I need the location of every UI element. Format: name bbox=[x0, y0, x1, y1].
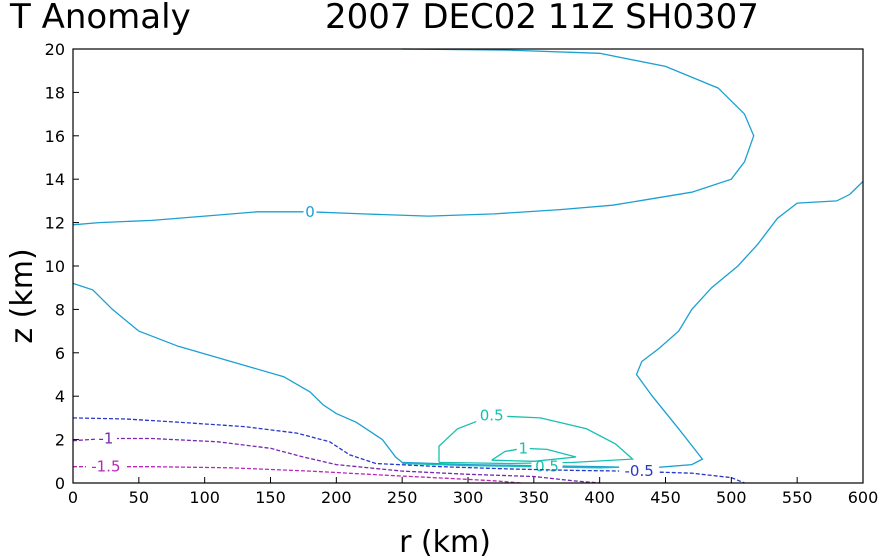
y-tick-label: 20 bbox=[45, 40, 65, 59]
contour-label-bg bbox=[94, 430, 117, 447]
contour-label-bg bbox=[85, 458, 126, 475]
contour-label: -1.5 bbox=[91, 458, 120, 476]
x-tick-label: 0 bbox=[68, 488, 78, 507]
chart-title-right: 2007 DEC02 11Z SH0307 bbox=[325, 0, 759, 37]
contour-label: -0.5 bbox=[625, 462, 654, 480]
y-tick-label: 14 bbox=[45, 170, 65, 189]
y-axis-label: z (km) bbox=[5, 248, 40, 343]
x-tick-label: 450 bbox=[650, 488, 681, 507]
y-tick-label: 10 bbox=[45, 257, 65, 276]
x-tick-label: 150 bbox=[255, 488, 286, 507]
contour-label: 1 bbox=[519, 439, 529, 457]
y-tick-label: 4 bbox=[55, 387, 65, 406]
x-tick-label: 400 bbox=[584, 488, 615, 507]
x-tick-label: 250 bbox=[387, 488, 418, 507]
contour-label: 0 bbox=[305, 203, 315, 221]
y-tick-label: 6 bbox=[55, 344, 65, 363]
contour-line bbox=[72, 417, 745, 484]
contour-line bbox=[72, 437, 600, 484]
y-tick-label: 8 bbox=[55, 300, 65, 319]
contour-label-bg bbox=[303, 203, 317, 220]
x-tick-label: 500 bbox=[716, 488, 747, 507]
contour-label: -1 bbox=[98, 430, 113, 448]
contour-line bbox=[72, 180, 864, 469]
contour-line bbox=[491, 447, 577, 462]
y-tick-label: 2 bbox=[55, 431, 65, 450]
contour-line bbox=[438, 415, 635, 465]
contour-label-bg bbox=[476, 407, 508, 424]
x-axis-label: r (km) bbox=[399, 525, 491, 558]
contour-label-bg bbox=[531, 458, 563, 475]
axis-layer: 0 50 100 150 200 250 300 350 400 450 500 550 6000246… bbox=[45, 40, 879, 507]
contour-label-bg bbox=[619, 463, 660, 480]
contour-label-bg bbox=[516, 440, 530, 457]
chart-title-left: T Anomaly bbox=[9, 0, 191, 37]
y-tick-label: 16 bbox=[45, 127, 65, 146]
y-tick-label: 18 bbox=[45, 83, 65, 102]
x-tick-label: 300 bbox=[453, 488, 484, 507]
contour-label: 0.5 bbox=[480, 407, 504, 425]
x-tick-label: 200 bbox=[321, 488, 352, 507]
x-tick-label: 350 bbox=[519, 488, 550, 507]
x-tick-label: 600 bbox=[848, 488, 879, 507]
y-tick-label: 12 bbox=[45, 214, 65, 233]
contour-line bbox=[73, 466, 521, 484]
contour-layer: 0 0.5 0.5 1 -0.5 -1 -1.5 bbox=[72, 48, 864, 484]
contour-line bbox=[72, 48, 755, 226]
y-tick-label: 0 bbox=[55, 474, 65, 493]
x-tick-label: 100 bbox=[189, 488, 220, 507]
x-tick-label: 50 bbox=[129, 488, 149, 507]
contour-label: 0.5 bbox=[535, 458, 559, 476]
x-tick-label: 550 bbox=[782, 488, 813, 507]
